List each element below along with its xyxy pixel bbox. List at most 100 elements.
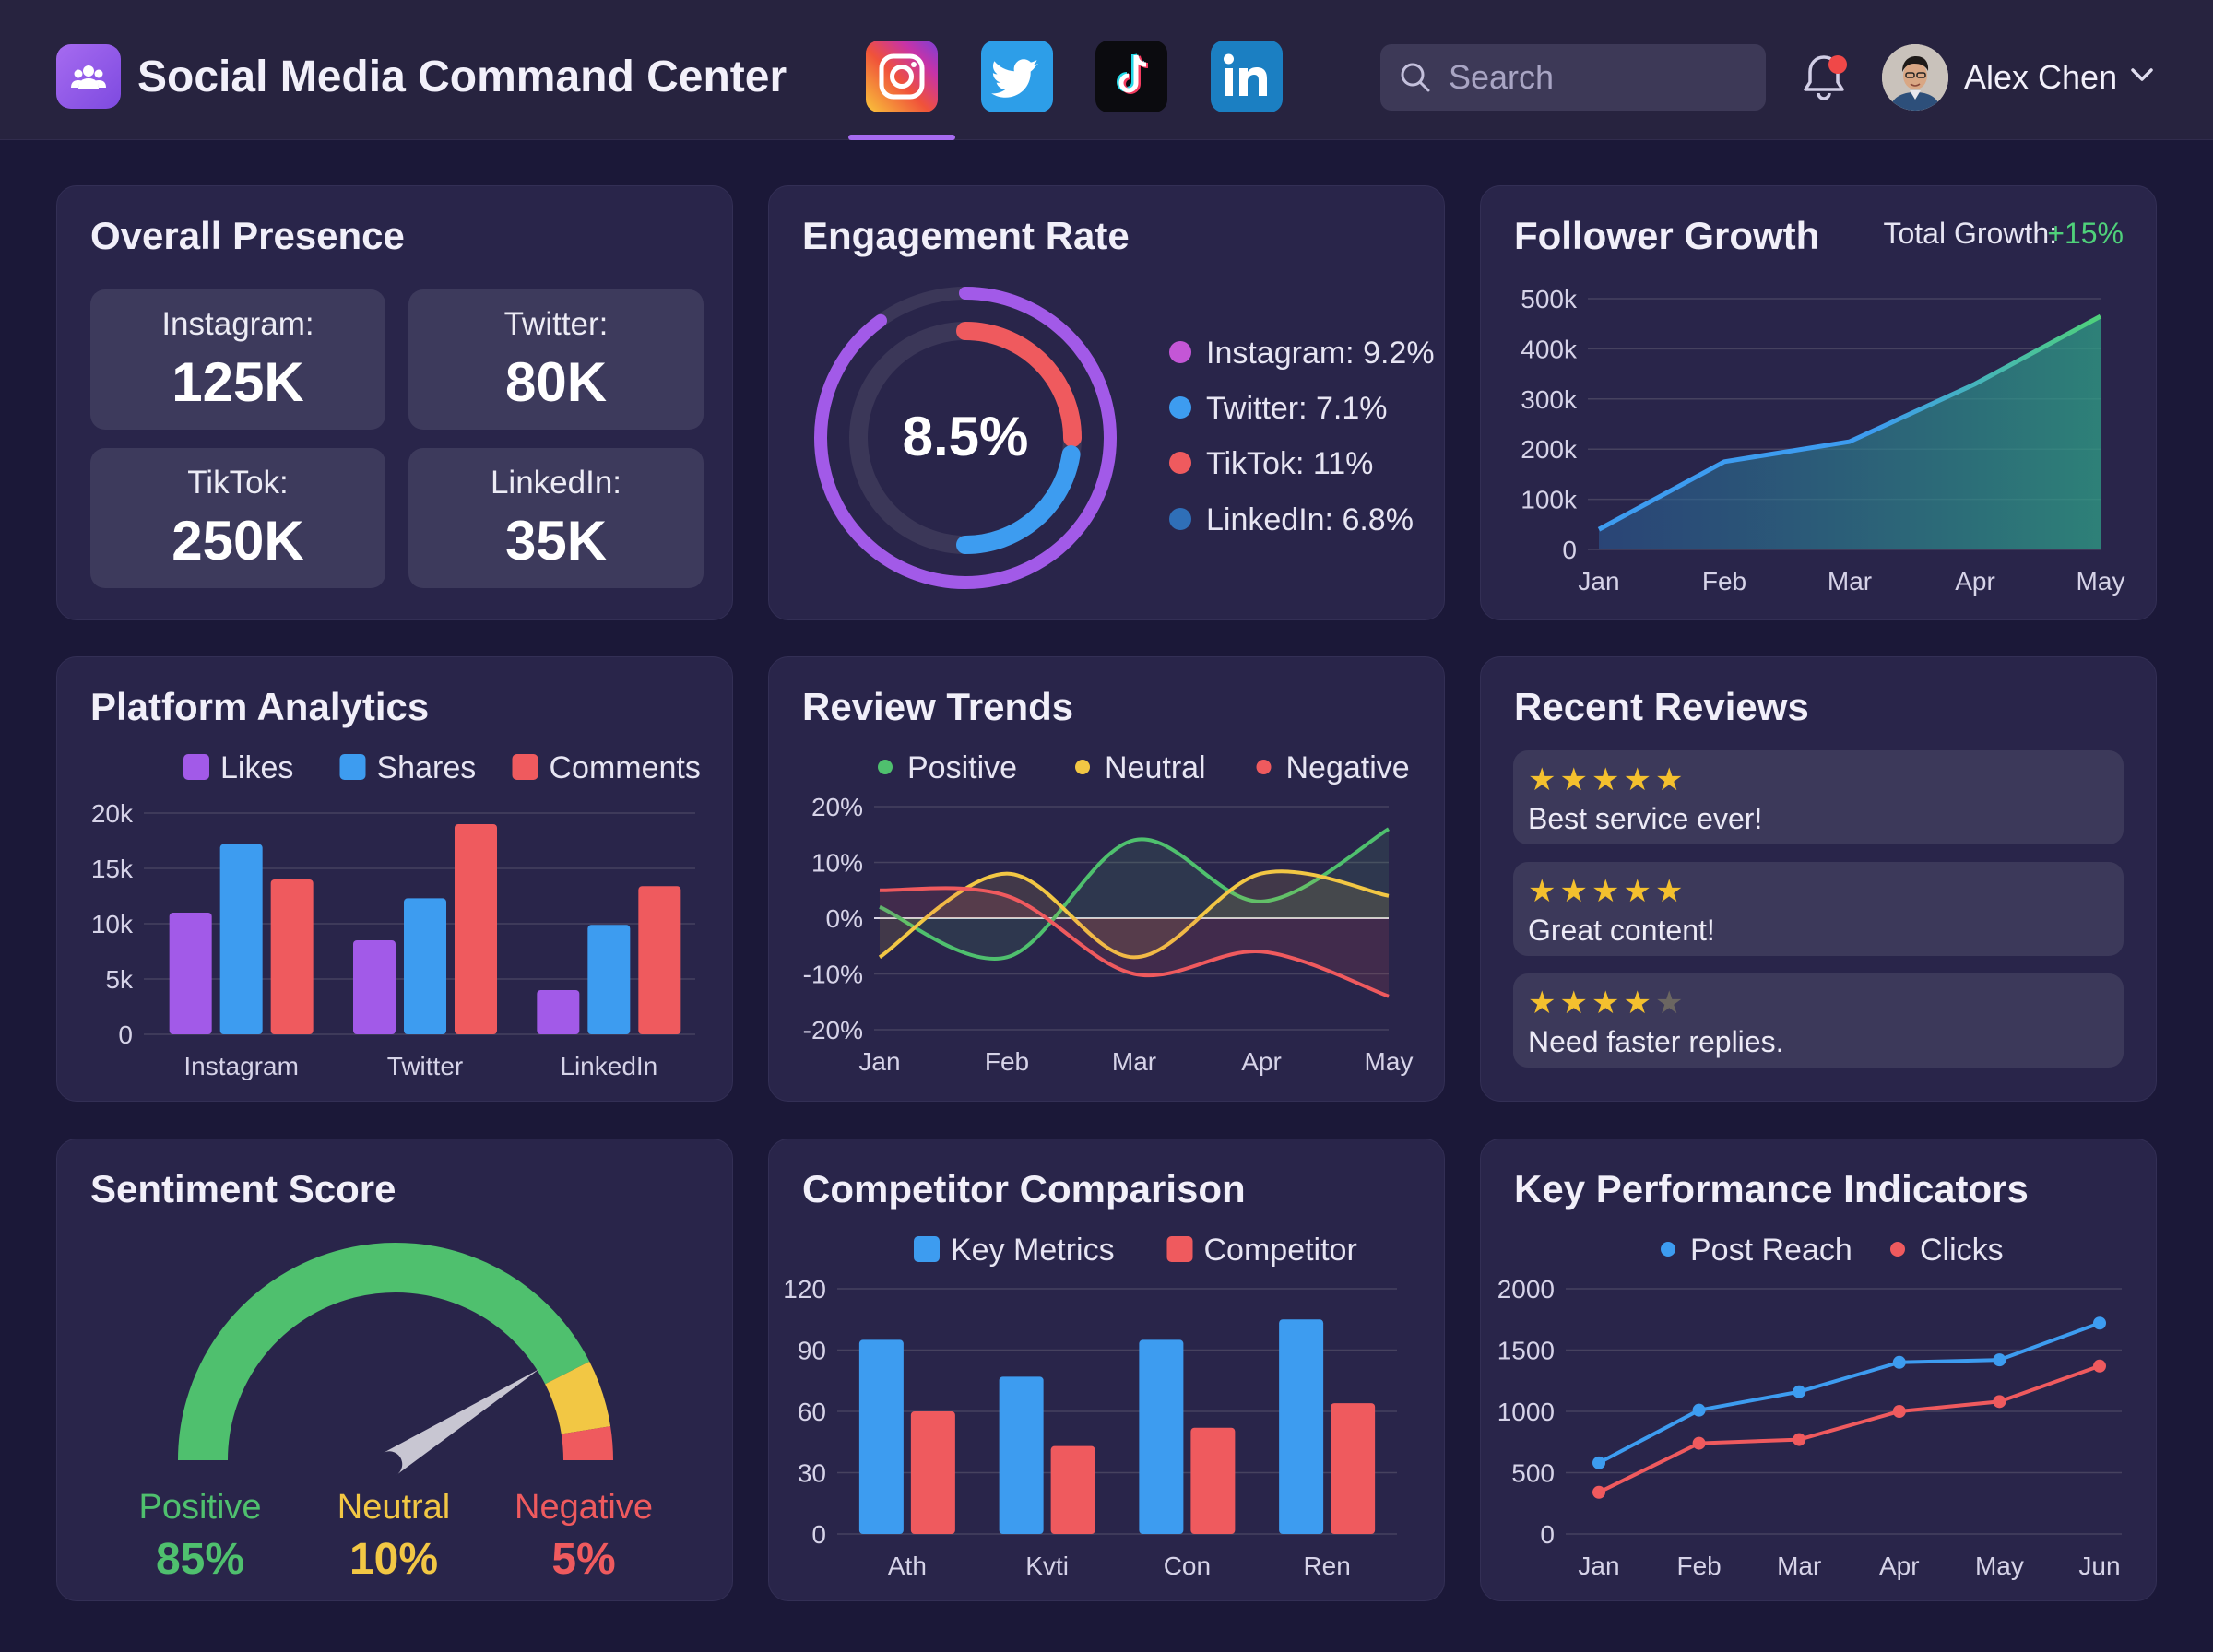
stat-tile-linkedin[interactable]: LinkedIn: 35K [408,448,704,588]
y-tick-label: 5k [105,965,134,994]
sentiment-neutral-label: Neutral [337,1488,451,1527]
sentiment-positive-label: Positive [138,1488,262,1527]
user-name[interactable]: Alex Chen [1964,58,2118,96]
x-tick-label: Jan [1578,567,1619,596]
legend-label: Post Reach [1690,1233,1852,1268]
bar [1139,1339,1184,1534]
data-point [1892,1355,1906,1369]
search-box[interactable] [1380,44,1766,111]
legend-label: Neutral [1105,750,1206,785]
x-tick-label: May [2077,567,2125,596]
y-tick-label: 20% [811,793,863,821]
legend-label: Key Metrics [951,1233,1115,1268]
star-icon: ★ [1559,874,1592,909]
review-text: Great content! [1528,914,1715,947]
legend-label: Comments [550,750,701,785]
stat-label: LinkedIn: [490,465,622,501]
sentiment-score-card: Sentiment Score Positive 85% Neutral 10%… [56,1139,733,1601]
twitter-icon[interactable] [981,41,1053,112]
legend-swatch [1166,1236,1193,1262]
legend-label: Positive [907,750,1017,785]
data-point [1793,1433,1806,1446]
x-tick-label: Con [1164,1552,1211,1580]
x-tick-label: Apr [1241,1047,1282,1076]
avatar[interactable] [1882,44,1948,111]
bar [404,898,446,1034]
star-icon: ★ [1623,985,1655,1021]
stat-tile-twitter[interactable]: Twitter: 80K [408,289,704,430]
y-tick-label: 0% [826,904,863,933]
recent-reviews-card: Recent Reviews ★★★★★ Best service ever! … [1480,656,2157,1102]
y-tick-label: 20k [91,799,134,828]
star-icon: ★ [1528,874,1560,909]
legend-label: LinkedIn: 6.8% [1206,502,1414,537]
top-bar: Social Media Command Center [0,0,2213,140]
search-input[interactable] [1449,55,1744,100]
data-point [1892,1405,1906,1418]
data-point [1592,1485,1605,1499]
y-tick-label: 90 [798,1337,826,1365]
y-tick-label: 400k [1521,335,1578,363]
x-tick-label: Ren [1303,1552,1350,1580]
engagement-rate-card: Engagement Rate 8.5% Instagram: 9.2% Twi… [768,185,1445,620]
y-tick-label: 500k [1521,285,1578,313]
y-tick-label: 1500 [1497,1337,1555,1365]
card-title: Follower Growth [1514,214,1820,257]
bar [1331,1403,1376,1534]
stat-tile-tiktok[interactable]: TikTok: 250K [90,448,385,588]
stat-value: 250K [172,510,304,572]
chevron-down-icon[interactable] [2130,66,2154,83]
y-tick-label: 0 [1562,536,1577,564]
series-area [880,871,1389,958]
bar [219,844,263,1034]
linkedin-icon[interactable] [1211,41,1283,112]
bar [1279,1319,1324,1534]
star-icon: ★ [1528,762,1560,797]
review-item[interactable]: ★★★★★ Great content! [1513,862,2124,956]
x-tick-label: Feb [1702,567,1746,596]
x-tick-label: Ath [888,1552,927,1580]
review-item[interactable]: ★★★★★ Need faster replies. [1513,974,2124,1068]
y-tick-label: 1000 [1497,1398,1555,1426]
y-tick-label: 30 [798,1459,826,1488]
star-icon: ★ [1591,874,1624,909]
star-icon: ★ [1623,874,1655,909]
competitor-comparison-card: Competitor Comparison Key Metrics Competi… [768,1139,1445,1601]
notification-badge [1828,55,1847,74]
tiktok-icon[interactable] [1095,41,1167,112]
legend-label: Clicks [1920,1233,2004,1268]
stat-label: Instagram: [161,306,314,342]
engagement-center-value: 8.5% [903,406,1029,467]
review-item[interactable]: ★★★★★ Best service ever! [1513,750,2124,844]
star-rating: ★★★★★ [1528,761,1686,798]
legend-label: Instagram: 9.2% [1206,336,1435,371]
inner-ring-arc-twitter [956,445,1081,554]
area-fill [1599,316,2101,549]
sentiment-negative-label: Negative [515,1488,653,1527]
data-point [1793,1385,1806,1398]
gauge-segment [561,1426,613,1461]
card-title: Overall Presence [90,214,405,257]
legend-swatch [914,1236,940,1262]
stat-tile-instagram[interactable]: Instagram: 125K [90,289,385,430]
stat-label: Twitter: [503,306,609,342]
star-empty-icon: ★ [1654,985,1687,1021]
area-line [1597,313,2102,532]
star-icon: ★ [1559,985,1592,1021]
overall-presence-card: Overall Presence Instagram: 125K Twitter… [56,185,733,620]
series-line [1598,1321,2101,1465]
legend-label: Competitor [1204,1233,1357,1268]
star-icon: ★ [1654,874,1687,909]
competitor-chart: Key Metrics Competitor 0 30 60 90 120 Ath Kvti Co… [783,1233,1397,1580]
platform-analytics-card: Platform Analytics Likes Shares Comments 0 5… [56,656,733,1102]
legend-label: Twitter: 7.1% [1206,391,1388,426]
stat-value: 80K [504,351,608,413]
bar [910,1411,955,1534]
x-tick-label: May [1365,1047,1414,1076]
y-tick-label: 120 [783,1275,826,1304]
series-line [879,827,1391,961]
bar [537,990,580,1034]
instagram-icon[interactable] [866,41,938,112]
x-tick-label: Kvti [1025,1552,1069,1580]
outer-ring-arc [814,287,1117,589]
